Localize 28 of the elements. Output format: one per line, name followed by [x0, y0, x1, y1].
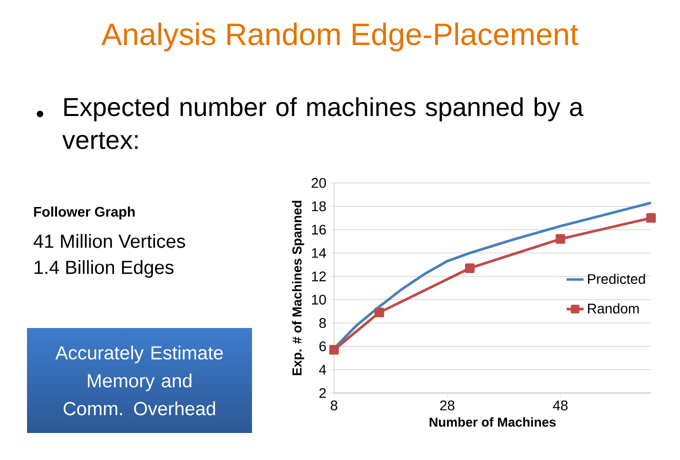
y-tick-label: 8: [319, 318, 326, 328]
point: [465, 263, 475, 273]
chart-title: Analysis Random Edge-Placement: [101, 22, 578, 52]
y-tick-label: 10: [312, 294, 326, 305]
text: Accurately Estimate Memory and Comm. Overhead: [55, 346, 223, 416]
point: [329, 345, 339, 355]
chart-subtitle: Expected number of machines spanned by a vertex:: [62, 97, 584, 150]
legend-label: Random: [588, 303, 639, 314]
legend-label: Predicted: [588, 274, 645, 284]
y-axis-title: Exp. # of Machines Spanned: [292, 200, 304, 376]
x-tick-label: 8: [330, 400, 338, 410]
y-tick-label: 12: [312, 271, 326, 282]
y-tick-label: 4: [319, 364, 326, 374]
y-tick-label: 20: [312, 178, 326, 188]
point: [646, 213, 656, 223]
y-tick-label: 16: [312, 224, 326, 235]
y-tick-label: 2: [319, 388, 326, 398]
x-axis-title: Number of Machines: [430, 417, 556, 427]
point: [556, 234, 566, 244]
text: 41 Million Vertices: [34, 234, 186, 248]
x-tick-label: 48: [552, 400, 568, 410]
y-tick-label: 18: [312, 201, 326, 212]
y-tick-label: 14: [312, 248, 326, 258]
text: 1.4 Billion Edges: [34, 260, 174, 278]
point: [374, 308, 384, 318]
y-tick-label: 6: [319, 341, 326, 352]
text: Follower Graph: [34, 206, 135, 220]
x-tick-label: 28: [440, 400, 454, 410]
